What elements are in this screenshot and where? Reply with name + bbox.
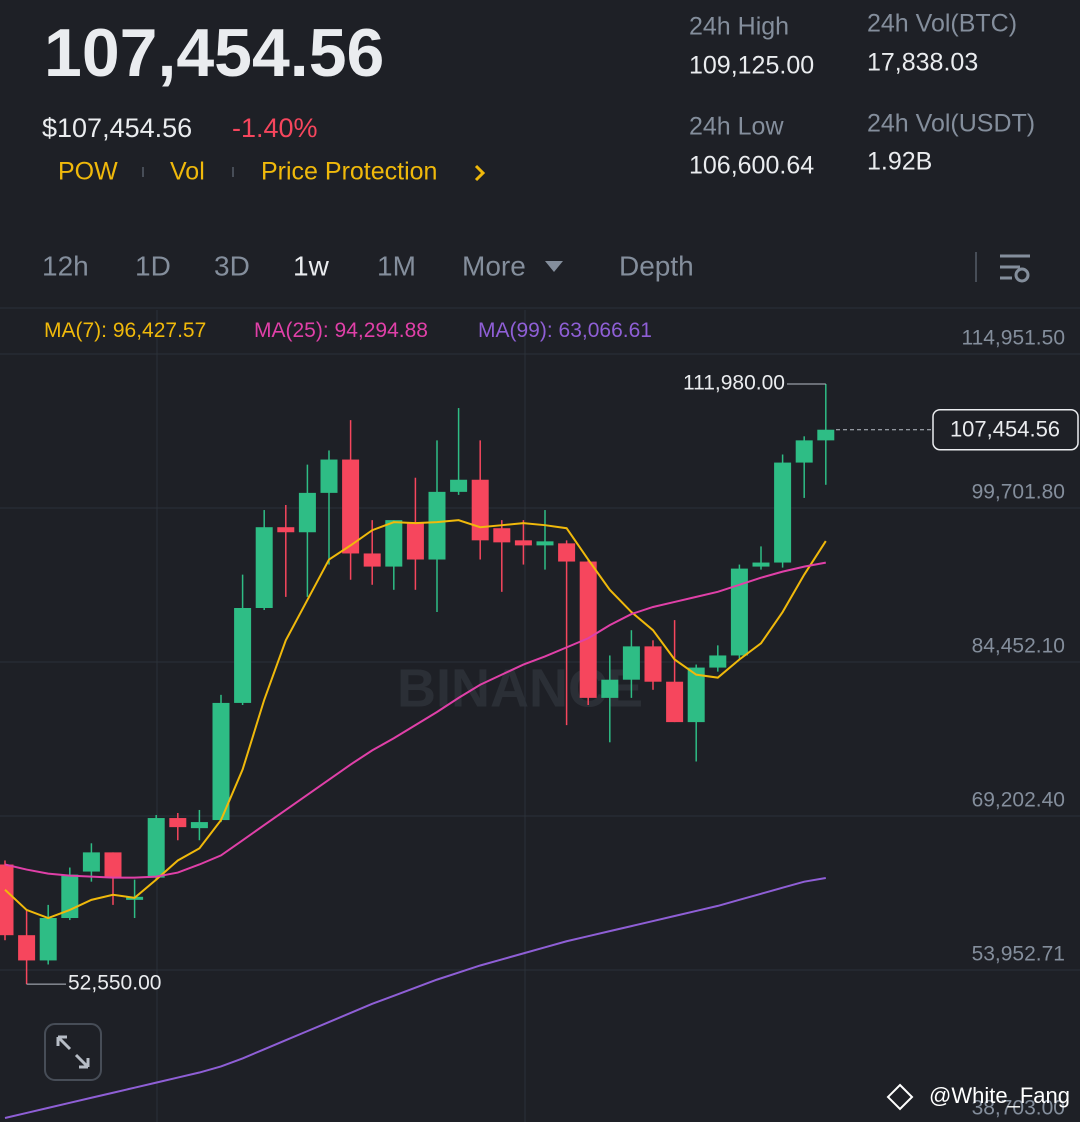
legend-name: MA(25) (254, 319, 323, 342)
candle-body (514, 540, 532, 546)
candle-body (558, 543, 576, 562)
candle-body (644, 646, 662, 682)
candle-body (406, 522, 424, 560)
y-tick-label: 38,703.00 (972, 1097, 1065, 1120)
candle-body (795, 440, 813, 463)
last-price-box (932, 408, 1079, 451)
tab[interactable]: 3D (214, 250, 250, 281)
candle-body (385, 520, 403, 567)
candle-body (39, 918, 57, 961)
legend-entry: MA(99): 63,066.61 (478, 319, 652, 342)
candle-body (277, 527, 295, 533)
candle-body (147, 818, 165, 878)
tag[interactable]: Vol (170, 158, 205, 186)
stat-value: 109,125.00 (689, 52, 814, 80)
candle-body (666, 681, 684, 723)
candle-body (493, 528, 511, 543)
y-tick-label: 99,701.80 (972, 481, 1065, 504)
plot: BINANCE114,951.5099,701.8084,452.1069,20… (0, 310, 1080, 1122)
tag[interactable]: Price Protection (261, 158, 437, 186)
stat-label: 24h Vol(USDT) (867, 110, 1035, 138)
credit-logo (886, 1083, 914, 1111)
candle-body (536, 541, 554, 546)
stat-value: 1.92B (867, 148, 932, 176)
tab[interactable]: 1M (377, 250, 416, 281)
y-tick-label: 53,952.71 (972, 943, 1065, 966)
candle-body (212, 702, 230, 821)
y-tick-label: 84,452.10 (972, 635, 1065, 658)
candle-body (342, 459, 360, 554)
tab[interactable]: Depth (619, 250, 694, 281)
candle-body (774, 462, 792, 563)
stat-label: 24h High (689, 13, 789, 41)
y-tick-label: 114,951.50 (961, 327, 1065, 350)
separator (975, 252, 977, 282)
change: -1.40% (232, 113, 318, 143)
tab[interactable]: 1D (135, 250, 171, 281)
annotation: 111,980.00 (683, 372, 785, 395)
ma-line (4, 561, 826, 879)
candle-body (428, 491, 446, 560)
candle-body (18, 935, 36, 961)
annotation: 52,550.00 (68, 972, 161, 995)
separator (142, 167, 144, 177)
legend-name: MA(7) (44, 319, 101, 342)
candle-body (298, 492, 316, 533)
candle-body (104, 852, 122, 878)
legend-value: 94,294.88 (335, 319, 428, 342)
legend-entry: MA(25): 94,294.88 (254, 319, 428, 342)
candle-body (601, 679, 619, 698)
ma-line (4, 876, 826, 1119)
legend-value: 96,427.57 (113, 319, 206, 342)
candle-body (320, 459, 338, 493)
price: 107,454.56 (44, 15, 384, 91)
settings-icon[interactable] (1000, 254, 1030, 283)
stat-label: 24h Vol(BTC) (867, 10, 1017, 38)
usd-price: $107,454.56 (42, 113, 192, 143)
candle-body (709, 655, 727, 668)
credit: @White_Fang (929, 1083, 1070, 1108)
candle-body (471, 479, 489, 541)
legend-colon: : (101, 319, 113, 342)
candle-body (363, 553, 381, 567)
candle-body (752, 562, 770, 567)
legend: MA(7): 96,427.57 MA(25): 94,294.88 MA(99):… (44, 319, 652, 342)
tag[interactable]: POW (58, 158, 118, 186)
ma-line (4, 519, 827, 920)
legend-colon: : (323, 319, 335, 342)
chevron (474, 164, 486, 182)
candle-body (169, 818, 187, 828)
candle-body (730, 568, 748, 656)
expand-button[interactable] (44, 1023, 102, 1081)
tabs: 12h 1D 3D 1w 1M More Depth (42, 250, 694, 281)
y-tick-label: 69,202.40 (972, 789, 1065, 812)
candle-body (579, 561, 597, 698)
tab[interactable]: 12h (42, 250, 89, 281)
candle-body (687, 667, 705, 723)
candle-body (234, 607, 252, 703)
legend-entry: MA(7): 96,427.57 (44, 319, 206, 342)
candle-body (190, 822, 208, 829)
dropdown-arrow (545, 261, 563, 272)
candle-body (622, 646, 640, 680)
candle-body (255, 527, 273, 608)
candle-body (82, 852, 100, 872)
stat-label: 24h Low (689, 113, 784, 141)
expand-icon (56, 1035, 90, 1069)
candle-body (0, 864, 14, 936)
legend-colon: : (547, 319, 559, 342)
last-price-label: 107,454.56 (950, 417, 1060, 442)
tab[interactable]: 1w (293, 250, 330, 281)
candle-body (450, 479, 468, 492)
legend-value: 63,066.61 (559, 319, 652, 342)
separator (232, 167, 234, 177)
stat-value: 106,600.64 (689, 152, 814, 180)
legend-name: MA(99) (478, 319, 547, 342)
candle-body (817, 429, 835, 441)
stat-value: 17,838.03 (867, 49, 978, 77)
tab[interactable]: More (462, 250, 526, 281)
